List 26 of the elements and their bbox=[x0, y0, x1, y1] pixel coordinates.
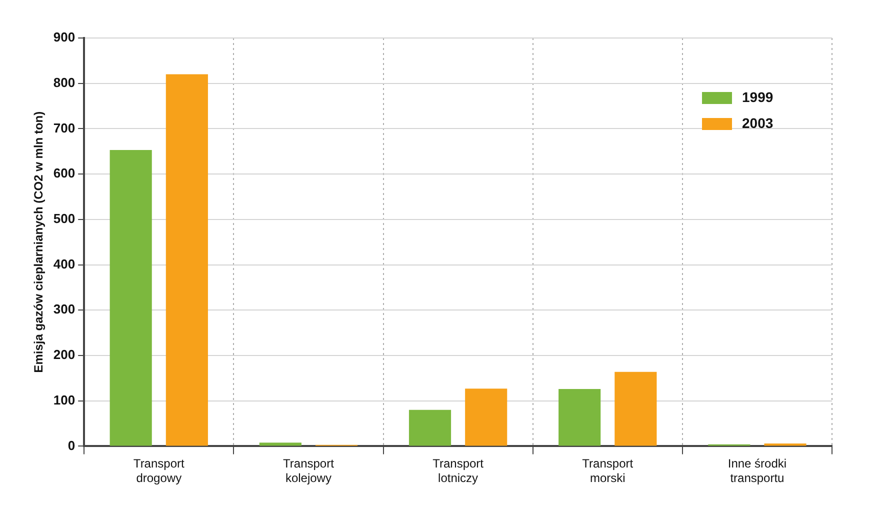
y-tick-label: 900 bbox=[53, 30, 76, 45]
y-tick-label: 500 bbox=[53, 211, 76, 226]
x-tick-label: Inne środki transportu bbox=[728, 456, 787, 486]
bar bbox=[558, 389, 601, 446]
bar bbox=[166, 74, 208, 446]
x-tick-label: Transport drogowy bbox=[133, 456, 185, 486]
x-tick-label: Transport kolejowy bbox=[283, 456, 335, 486]
bar bbox=[465, 388, 508, 446]
x-tick-label: Transport morski bbox=[582, 456, 634, 486]
bar bbox=[259, 442, 302, 446]
bar bbox=[614, 372, 657, 446]
y-axis-title: Emisja gazów cieplarnianych (CO2 w mln ton) bbox=[32, 111, 46, 373]
x-tick-label: Transport lotniczy bbox=[432, 456, 484, 486]
y-tick-label: 200 bbox=[53, 347, 76, 362]
y-tick-label: 0 bbox=[68, 438, 76, 453]
bar bbox=[764, 443, 806, 446]
bar bbox=[110, 150, 152, 446]
y-tick-label: 700 bbox=[53, 120, 76, 136]
y-tick-label: 100 bbox=[53, 392, 76, 408]
y-tick-label: 800 bbox=[53, 74, 76, 90]
legend-label: 2003 bbox=[742, 114, 774, 131]
y-tick-label: 400 bbox=[53, 256, 76, 272]
y-tick-label: 600 bbox=[53, 166, 76, 181]
legend-label: 1999 bbox=[742, 88, 774, 105]
y-tick-label: 300 bbox=[53, 302, 76, 317]
bar bbox=[408, 410, 452, 446]
